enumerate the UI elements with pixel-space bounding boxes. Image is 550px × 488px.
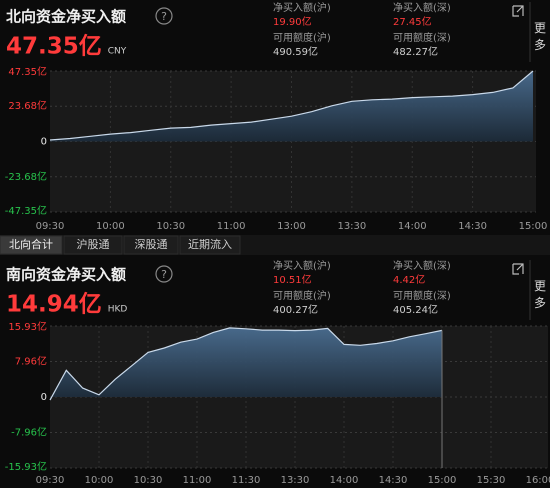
stat-label: 可用额度(深): [393, 31, 451, 44]
tab-label: 沪股通: [77, 237, 110, 251]
x-tick-label: 15:30: [477, 475, 506, 486]
y-tick-label: -15.93亿: [5, 460, 47, 473]
x-tick-label: 13:30: [281, 475, 310, 486]
currency: HKD: [108, 305, 128, 315]
stat-value: 10.51亿: [273, 273, 312, 286]
y-tick-label: -7.96亿: [11, 425, 47, 438]
tab-label: 深股通: [135, 238, 168, 251]
x-tick-label: 11:00: [183, 475, 212, 486]
tab[interactable]: [63, 235, 123, 255]
tab-label: 近期流入: [188, 237, 232, 251]
line: [49, 327, 443, 401]
stat-value: 4.42亿: [393, 273, 425, 286]
more-button[interactable]: 更多: [534, 21, 547, 52]
y-tick-label: 23.68亿: [8, 99, 47, 112]
x-tick-label: 10:30: [156, 221, 185, 232]
share-icon[interactable]: [512, 5, 524, 17]
share-icon[interactable]: [512, 263, 524, 275]
help-icon-text: ?: [161, 268, 167, 281]
y-tick-label: 7.96亿: [15, 355, 47, 368]
tab[interactable]: [0, 235, 63, 255]
stat-value: 19.90亿: [273, 15, 312, 28]
stat-label: 可用额度(深): [393, 289, 451, 302]
x-tick-label: 14:00: [398, 221, 427, 232]
area: [50, 327, 442, 401]
stat-value: 27.45亿: [393, 15, 432, 28]
x-tick-label: 09:30: [36, 475, 65, 486]
y-tick-label: 47.35亿: [8, 65, 47, 78]
panel-title: 南向资金净买入额: [6, 266, 126, 284]
x-tick-label: 14:30: [379, 475, 408, 486]
x-tick-label: 16:00: [526, 475, 550, 486]
tab[interactable]: [123, 235, 179, 255]
x-tick-label: 15:00: [519, 221, 548, 232]
y-tick-label: 15.93亿: [8, 320, 47, 333]
stat-label: 净买入额(沪): [273, 1, 331, 14]
stat-label: 净买入额(深): [393, 1, 451, 14]
area: [50, 71, 533, 142]
y-tick-label: 0: [41, 392, 47, 403]
tab[interactable]: [179, 235, 241, 255]
stat-value: 482.27亿: [393, 45, 438, 58]
currency: CNY: [108, 47, 127, 57]
help-icon-text: ?: [161, 10, 167, 23]
panel-title: 北向资金净买入额: [6, 8, 126, 26]
x-tick-label: 13:30: [337, 221, 366, 232]
more-button[interactable]: 更多: [534, 279, 547, 310]
help-icon[interactable]: [155, 7, 173, 25]
help-icon[interactable]: [155, 265, 173, 283]
x-tick-label: 09:30: [36, 221, 65, 232]
x-tick-label: 10:00: [85, 475, 114, 486]
x-tick-label: 15:00: [428, 475, 457, 486]
x-tick-label: 10:00: [96, 221, 125, 232]
stat-value: 400.27亿: [273, 303, 318, 316]
line: [49, 70, 534, 141]
x-tick-label: 10:30: [134, 475, 163, 486]
net-value: 47.35亿: [6, 34, 102, 60]
net-value: 14.94亿: [6, 292, 102, 318]
stat-label: 净买入额(沪): [273, 259, 331, 272]
stat-label: 净买入额(深): [393, 259, 451, 272]
x-tick-label: 13:00: [277, 221, 306, 232]
stat-label: 可用额度(沪): [273, 31, 331, 44]
x-tick-label: 11:00: [217, 221, 246, 232]
x-tick-label: 14:30: [458, 221, 487, 232]
y-tick-label: -47.35亿: [5, 204, 47, 217]
y-tick-label: -23.68亿: [5, 170, 47, 183]
stat-label: 可用额度(沪): [273, 289, 331, 302]
y-tick-label: 0: [41, 137, 47, 148]
x-tick-label: 11:30: [232, 475, 261, 486]
x-tick-label: 14:00: [330, 475, 359, 486]
stat-value: 405.24亿: [393, 303, 438, 316]
tab-label: 北向合计: [9, 237, 53, 251]
stat-value: 490.59亿: [273, 45, 318, 58]
